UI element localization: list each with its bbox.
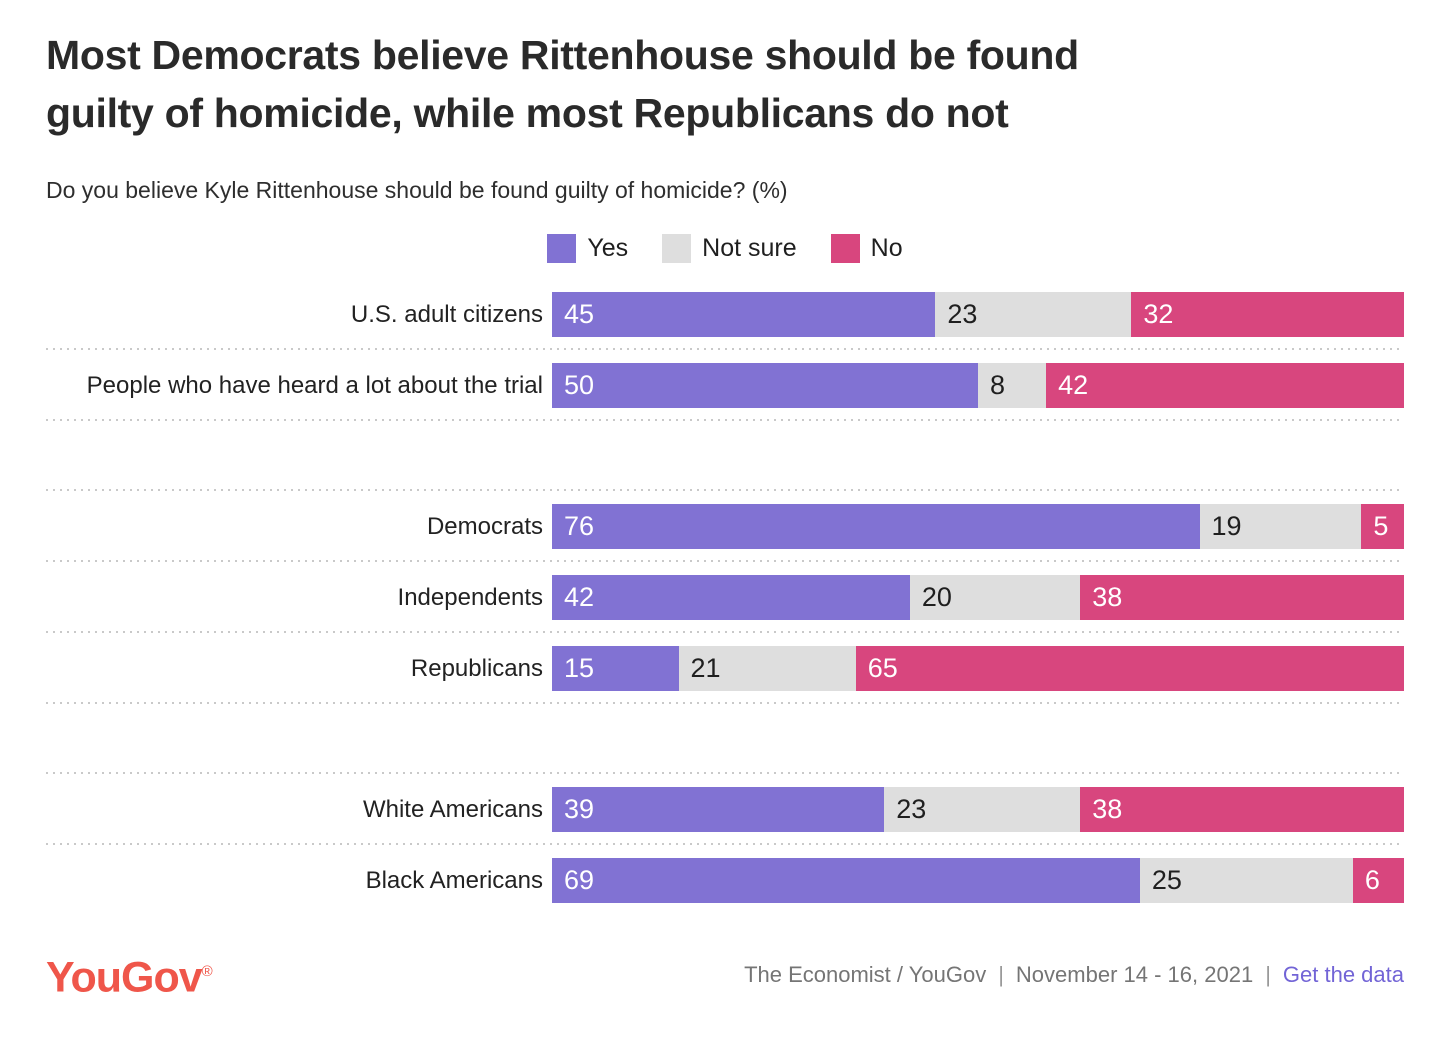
separator: | [998, 961, 1004, 987]
chart-row: Republicans 15 21 65 [46, 633, 1404, 704]
row-label: Democrats [426, 512, 543, 540]
bar-value-label: 20 [921, 582, 952, 612]
row-bars: 42 20 38 [552, 575, 1405, 620]
row-bars: 50 8 42 [552, 363, 1404, 408]
chart-subtitle: Do you believe Kyle Rittenhouse should b… [46, 177, 788, 203]
bar-value-label: 32 [1143, 299, 1174, 329]
bar-segment-not-sure: 23 [935, 292, 1132, 337]
page-title-line1: Most Democrats believe Rittenhouse shoul… [46, 32, 1079, 78]
bar-value-label: 65 [867, 653, 898, 683]
page-title-line2: guilty of homicide, while most Republica… [46, 90, 1009, 136]
bar-value-label: 25 [1151, 865, 1182, 895]
bar-value-label: 21 [690, 653, 721, 683]
bar-segment-no: 42 [1046, 363, 1404, 408]
bar-value-label: 50 [564, 370, 595, 400]
chart-row: White Americans 39 23 38 [46, 774, 1404, 845]
bar-value-label: 69 [564, 865, 595, 895]
bar-value-label: 38 [1092, 582, 1123, 612]
group-spacer [46, 704, 1404, 774]
bar-segment-yes: 50 [552, 363, 978, 408]
bar-segment-no: 38 [1080, 575, 1405, 620]
legend-item-yes: Yes [547, 234, 628, 263]
row-label: White Americans [362, 795, 543, 823]
bar-segment-not-sure: 21 [678, 646, 856, 691]
bar-segment-not-sure: 25 [1139, 858, 1353, 903]
row-bars: 69 25 6 [552, 858, 1404, 903]
row-bars: 76 19 5 [552, 504, 1404, 549]
bar-value-label: 42 [564, 582, 595, 612]
bar-segment-no: 5 [1361, 504, 1404, 549]
row-bars: 39 23 38 [552, 787, 1404, 832]
legend-label: Yes [587, 234, 629, 262]
row-label: Republicans [410, 654, 543, 682]
legend-label: Not sure [702, 234, 797, 262]
chart-legend: Yes Not sure No [46, 234, 1404, 263]
registered-mark-icon: ® [201, 963, 213, 980]
bar-value-label: 15 [564, 653, 595, 683]
chart-row: U.S. adult citizens 45 23 32 [46, 279, 1404, 350]
bar-value-label: 23 [947, 299, 978, 329]
bar-segment-no: 32 [1131, 292, 1404, 337]
bar-value-label: 19 [1211, 511, 1242, 541]
bar-value-label: 5 [1373, 511, 1389, 541]
bar-segment-no: 65 [855, 646, 1404, 691]
bar-segment-yes: 45 [552, 292, 936, 337]
bar-segment-no: 6 [1352, 858, 1404, 903]
separator: | [1265, 961, 1271, 987]
page-title: Most Democrats believe Rittenhouse shoul… [46, 26, 1404, 142]
bar-segment-no: 38 [1080, 787, 1404, 832]
row-label: Black Americans [365, 866, 543, 894]
bar-value-label: 42 [1058, 370, 1089, 400]
group-spacer [46, 421, 1404, 491]
bar-value-label: 23 [896, 794, 927, 824]
bar-segment-not-sure: 23 [884, 787, 1081, 832]
legend-swatch-not-sure [662, 234, 692, 263]
get-the-data-link[interactable]: Get the data [1282, 961, 1404, 987]
source-line: The Economist / YouGov | November 14 - 1… [744, 962, 1404, 988]
bar-value-label: 38 [1092, 794, 1123, 824]
stacked-bar-chart: U.S. adult citizens 45 23 32 People who have… [46, 279, 1405, 916]
bar-value-label: 6 [1364, 865, 1380, 895]
chart-row: People who have heard a lot about the tr… [46, 350, 1404, 421]
row-label: Independents [397, 583, 543, 611]
row-bars: 15 21 65 [552, 646, 1404, 691]
yougov-logo: YouGov® [46, 948, 213, 1002]
bar-segment-yes: 42 [552, 575, 910, 620]
legend-item-not-sure: Not sure [662, 234, 797, 263]
row-label: U.S. adult citizens [350, 300, 543, 328]
bar-segment-yes: 76 [552, 504, 1200, 549]
bar-value-label: 8 [990, 370, 1006, 400]
row-label: People who have heard a lot about the tr… [86, 371, 543, 399]
chart-row: Independents 42 20 38 [46, 562, 1405, 633]
legend-label: No [870, 234, 903, 262]
row-bars: 45 23 32 [552, 292, 1404, 337]
date-range: November 14 - 16, 2021 [1015, 961, 1254, 987]
legend-item-no: No [830, 234, 903, 263]
bar-segment-yes: 69 [552, 858, 1140, 903]
legend-swatch-yes [547, 234, 577, 263]
chart-row: Black Americans 69 25 6 [46, 845, 1404, 916]
footer: YouGov® The Economist / YouGov | Novembe… [46, 948, 1404, 1001]
bar-segment-not-sure: 20 [909, 575, 1081, 620]
bar-segment-not-sure: 19 [1199, 504, 1362, 549]
bar-value-label: 39 [564, 794, 595, 824]
legend-swatch-no [830, 234, 860, 263]
bar-segment-not-sure: 8 [978, 363, 1047, 408]
bar-segment-yes: 15 [552, 646, 679, 691]
bar-value-label: 76 [564, 511, 595, 541]
bar-segment-yes: 39 [552, 787, 885, 832]
yougov-logo-text: YouGov [46, 953, 203, 1002]
bar-value-label: 45 [564, 299, 595, 329]
source-text: The Economist / YouGov [744, 961, 987, 987]
chart-row: Democrats 76 19 5 [46, 491, 1404, 562]
